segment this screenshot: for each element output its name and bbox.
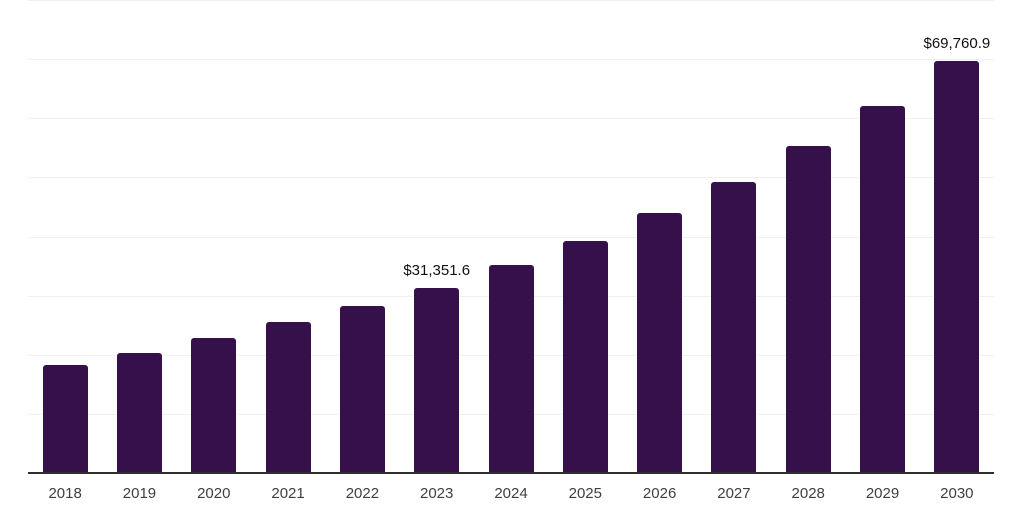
bar-2018 bbox=[42, 365, 88, 473]
bar-2024 bbox=[488, 264, 534, 473]
x-tick-label-2024: 2024 bbox=[494, 485, 528, 502]
x-tick-label-2027: 2027 bbox=[717, 485, 751, 502]
gridline-80000 bbox=[28, 0, 994, 1]
bar-2023 bbox=[414, 287, 460, 473]
bar-2029 bbox=[860, 105, 906, 473]
x-axis-line bbox=[28, 472, 994, 474]
gridline-70000 bbox=[28, 59, 994, 60]
gridline-60000 bbox=[28, 118, 994, 119]
x-tick-label-2028: 2028 bbox=[791, 485, 825, 502]
gridline-40000 bbox=[28, 237, 994, 238]
x-tick-label-2026: 2026 bbox=[642, 485, 677, 502]
bar-2026 bbox=[637, 212, 683, 473]
x-tick-label-2029: 2029 bbox=[865, 485, 900, 502]
gridline-50000 bbox=[28, 177, 994, 178]
x-tick-label-2030: 2030 bbox=[940, 485, 974, 502]
bar-2021 bbox=[265, 322, 311, 473]
x-tick-label-2022: 2022 bbox=[345, 485, 380, 502]
x-tick-label-2025: 2025 bbox=[568, 485, 602, 502]
bar-2022 bbox=[339, 306, 385, 473]
x-tick-label-2023: 2023 bbox=[420, 485, 454, 502]
bar-2020 bbox=[191, 338, 237, 473]
x-tick-label-2019: 2019 bbox=[122, 485, 157, 502]
x-tick-label-2021: 2021 bbox=[271, 485, 305, 502]
x-tick-label-2018: 2018 bbox=[48, 485, 82, 502]
data-label-2023: $31,351.6 bbox=[403, 261, 471, 279]
x-tick-label-2020: 2020 bbox=[197, 485, 231, 502]
bar-2030 bbox=[934, 60, 980, 473]
bar-2028 bbox=[785, 146, 831, 473]
bar-2019 bbox=[116, 352, 162, 473]
data-label-2030: $69,760.9 bbox=[923, 34, 991, 52]
bar-2027 bbox=[711, 181, 757, 473]
bar-2025 bbox=[562, 240, 608, 473]
